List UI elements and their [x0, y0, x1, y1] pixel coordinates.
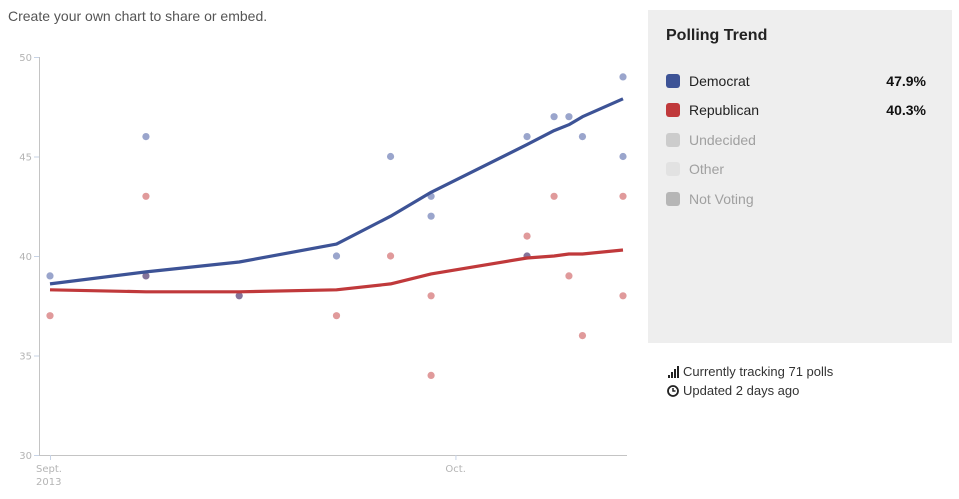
- legend-value: 40.3%: [886, 102, 926, 119]
- overlap-poll-point: [235, 292, 243, 300]
- democrat-poll-point: [578, 133, 587, 141]
- democrat-poll-point: [550, 113, 558, 121]
- democrat-trend-line: [49, 97, 624, 286]
- democrat-poll-point: [142, 133, 150, 141]
- republican-trend-line: [49, 248, 624, 294]
- legend-label: Democrat: [689, 72, 750, 89]
- updated-text: Updated 2 days ago: [683, 383, 800, 398]
- democrat-poll-point: [46, 272, 54, 280]
- legend-item-not-voting[interactable]: Not Voting: [666, 184, 926, 214]
- clock-icon: [667, 384, 679, 397]
- republican-poll-point: [46, 312, 54, 320]
- y-axis: 30 35 40 45 50: [19, 53, 40, 462]
- y-tick-label: 35: [19, 352, 32, 363]
- republican-poll-point: [332, 312, 341, 320]
- legend-item-republican[interactable]: Republican 40.3%: [666, 96, 926, 126]
- republican-poll-point: [523, 232, 531, 240]
- republican-poll-point: [619, 292, 627, 300]
- y-tick-label: 30: [19, 451, 32, 462]
- trend-lines: [49, 97, 624, 294]
- y-tick-label: 45: [19, 153, 32, 164]
- tracking-text: Currently tracking 71 polls: [683, 364, 834, 379]
- x-tick-label-line: 2013: [36, 477, 61, 488]
- democrat-poll-point: [619, 152, 627, 161]
- x-tick-label-line: Sept.: [36, 464, 62, 475]
- legend: Democrat 47.9% Republican 40.3% Undecide…: [666, 66, 926, 214]
- republican-poll-point: [550, 192, 558, 200]
- legend-label: Not Voting: [689, 190, 754, 207]
- x-tick-label: Oct.: [445, 464, 465, 475]
- republican-swatch-icon: [666, 103, 680, 118]
- legend-panel: Polling Trend Democrat 47.9% Republican …: [648, 10, 952, 343]
- tracking-row: Currently tracking 71 polls: [667, 362, 833, 381]
- poll-points: [46, 73, 627, 379]
- y-tick-label: 40: [19, 252, 32, 263]
- democrat-poll-point: [427, 212, 435, 220]
- x-axis: Sept. 2013 Oct.: [36, 455, 627, 488]
- legend-item-democrat[interactable]: Democrat 47.9%: [666, 66, 926, 96]
- republican-poll-point: [427, 292, 435, 300]
- republican-poll-point: [619, 192, 627, 200]
- panel-title: Polling Trend: [666, 27, 768, 44]
- legend-item-undecided[interactable]: Undecided: [666, 125, 926, 155]
- republican-poll-point: [427, 371, 435, 379]
- y-tick-label: 50: [19, 53, 32, 64]
- republican-poll-point: [578, 332, 587, 340]
- republican-poll-point: [142, 192, 150, 200]
- democrat-swatch-icon: [666, 73, 680, 88]
- democrat-poll-point: [619, 73, 627, 81]
- democrat-poll-point: [565, 113, 573, 121]
- democrat-poll-point: [386, 152, 395, 161]
- x-tick-label-line: Oct.: [445, 464, 465, 475]
- democrat-poll-point: [523, 133, 531, 141]
- x-tick-label: Sept. 2013: [36, 464, 62, 488]
- democrat-poll-point: [332, 252, 341, 260]
- republican-poll-point: [565, 272, 573, 280]
- republican-poll-point: [386, 252, 395, 260]
- legend-label: Other: [689, 161, 725, 178]
- legend-item-other[interactable]: Other: [666, 155, 926, 185]
- legend-value: 47.9%: [886, 72, 926, 89]
- not-voting-swatch-icon: [666, 191, 680, 206]
- legend-label: Undecided: [689, 131, 756, 148]
- polling-chart: 30 35 40 45 50 Sept. 2013 Oct.: [19, 53, 627, 488]
- overlap-poll-point: [142, 272, 150, 280]
- updated-row: Updated 2 days ago: [667, 381, 833, 400]
- signal-bars-icon: [668, 365, 679, 378]
- legend-label: Republican: [689, 102, 760, 119]
- chart-caption: Create your own chart to share or embed.: [8, 8, 268, 24]
- undecided-swatch-icon: [666, 132, 680, 147]
- poll-meta: Currently tracking 71 polls Updated 2 da…: [667, 362, 833, 400]
- other-swatch-icon: [666, 162, 680, 177]
